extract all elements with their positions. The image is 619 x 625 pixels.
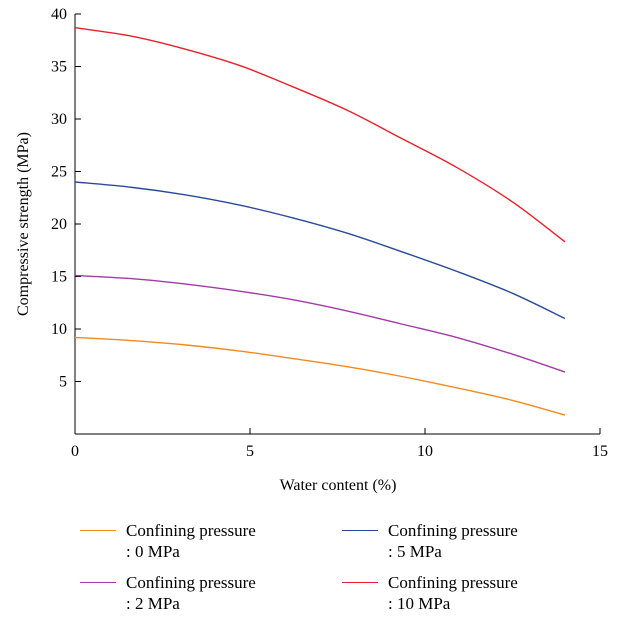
legend-item-10mpa: Confining pressure : 10 MPa <box>342 572 602 620</box>
legend-item-5mpa: Confining pressure : 5 MPa <box>342 520 602 568</box>
y-tick-label: 25 <box>51 164 67 181</box>
legend-swatch-2mpa <box>80 582 116 583</box>
x-tick-label: 15 <box>592 443 608 460</box>
legend-item-0mpa: Confining pressure : 0 MPa <box>80 520 340 568</box>
y-axis-label: Compressive strength (MPa) <box>15 132 32 316</box>
legend-label-0mpa: Confining pressure : 0 MPa <box>126 521 256 561</box>
y-tick-label: 35 <box>51 59 67 76</box>
series-line-2mpa <box>74 274 566 373</box>
y-tick-label: 40 <box>51 6 67 23</box>
legend-label-5mpa: Confining pressure : 5 MPa <box>388 521 518 561</box>
legend-swatch-10mpa <box>342 582 378 583</box>
axes <box>74 14 600 435</box>
series-line-5mpa <box>74 181 566 320</box>
x-tick-label: 10 <box>417 443 433 460</box>
y-tick-label: 30 <box>51 111 67 128</box>
series-line-10mpa <box>74 26 566 243</box>
ticks: 0 5 10 15 5 10 15 20 25 30 35 40 <box>51 6 608 460</box>
legend-swatch-0mpa <box>80 530 116 531</box>
legend-swatch-5mpa <box>342 530 378 531</box>
x-tick-label: 5 <box>246 443 254 460</box>
legend-label-10mpa: Confining pressure : 10 MPa <box>388 573 518 613</box>
legend-label-2mpa: Confining pressure : 2 MPa <box>126 573 256 613</box>
series-line-0mpa <box>74 336 566 416</box>
series-lines <box>74 26 566 416</box>
y-tick-label: 15 <box>51 269 67 286</box>
x-tick-label: 0 <box>71 443 79 460</box>
legend-item-2mpa: Confining pressure : 2 MPa <box>80 572 340 620</box>
y-tick-label: 5 <box>59 374 67 391</box>
legend: Confining pressure : 0 MPa Confining pre… <box>80 520 600 620</box>
x-axis-label: Water content (%) <box>280 477 397 494</box>
y-tick-label: 20 <box>51 216 67 233</box>
y-tick-label: 10 <box>51 321 67 338</box>
